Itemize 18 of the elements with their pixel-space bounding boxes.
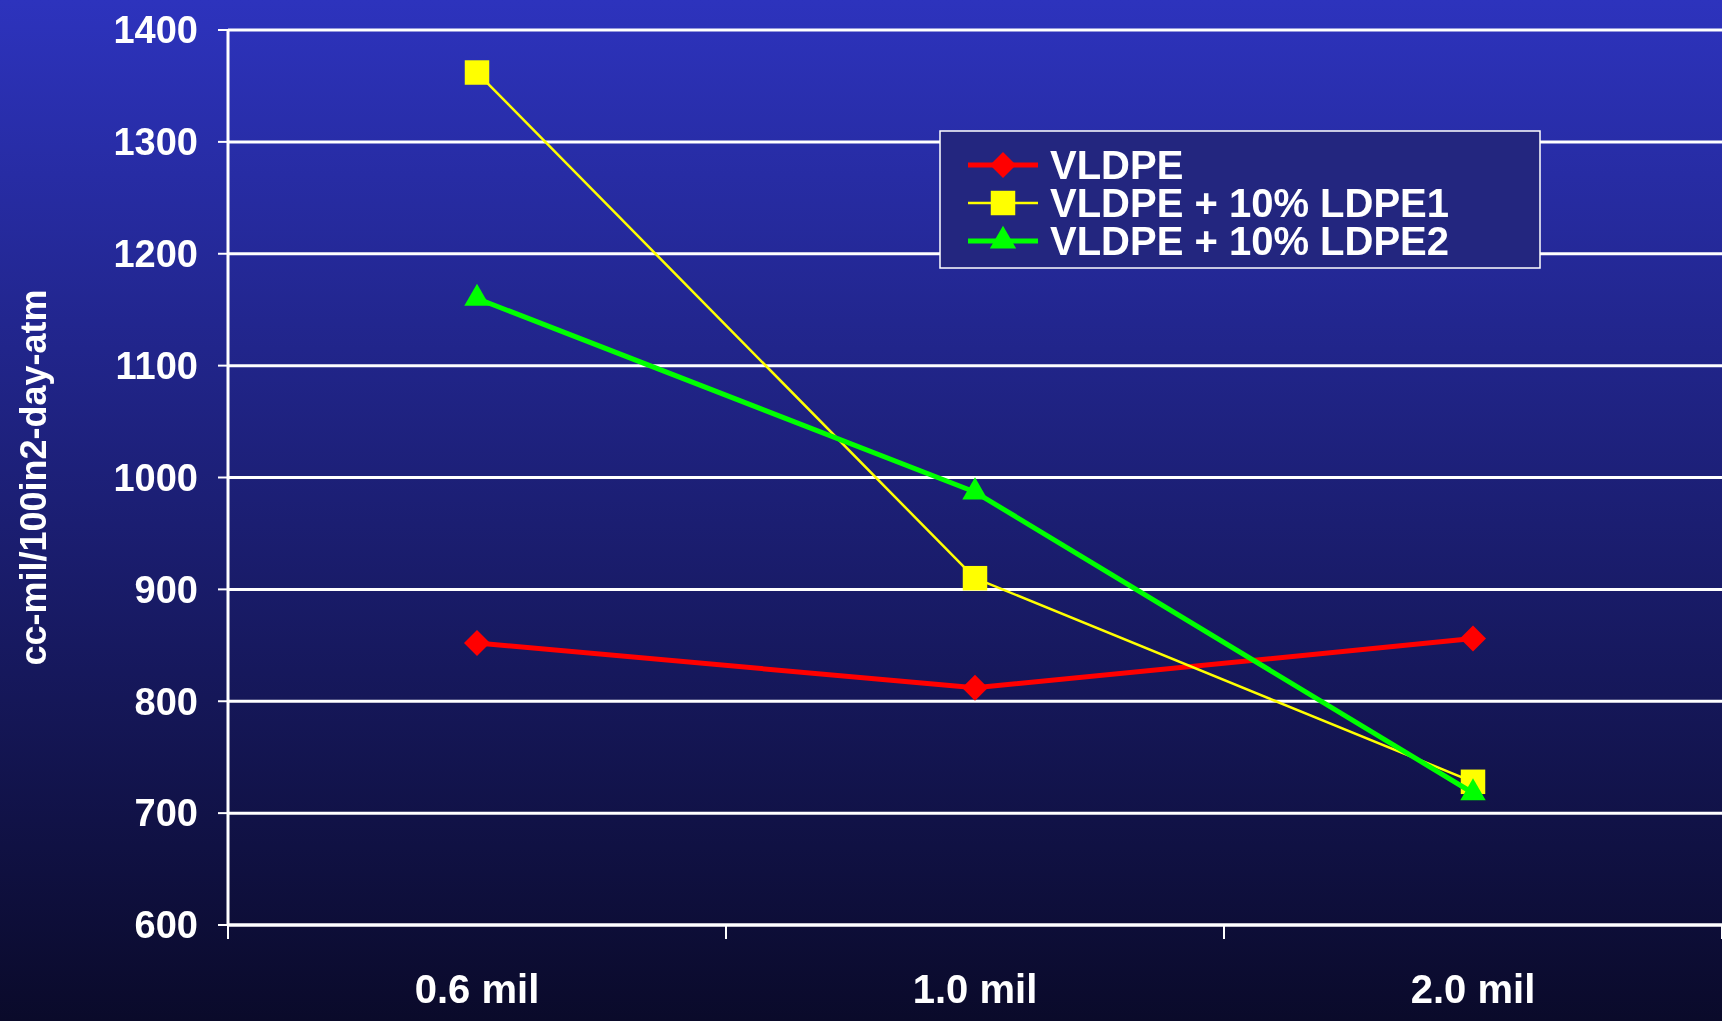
point bbox=[962, 565, 988, 591]
x-tick-label: 2.0 mil bbox=[1410, 967, 1536, 1011]
y-tick-label: 800 bbox=[134, 680, 198, 723]
y-tick-label: 1000 bbox=[113, 456, 198, 499]
y-tick-label: 900 bbox=[134, 568, 198, 611]
x-tick-label: 0.6 mil bbox=[414, 967, 540, 1011]
point bbox=[464, 630, 490, 657]
point bbox=[1460, 625, 1486, 652]
x-tick-label: 1.0 mil bbox=[912, 967, 1038, 1011]
y-tick-label: 600 bbox=[134, 904, 198, 947]
y-tick-label: 700 bbox=[134, 792, 198, 835]
y-axis-title: cc-mil/100in2-day-atm bbox=[13, 289, 54, 666]
point bbox=[962, 674, 988, 701]
y-tick-label: 1200 bbox=[113, 233, 198, 276]
point bbox=[464, 60, 490, 85]
y-tick-label: 1400 bbox=[113, 9, 198, 52]
y-tick-label: 1100 bbox=[115, 344, 198, 387]
y-tick-label: 1300 bbox=[113, 121, 198, 164]
